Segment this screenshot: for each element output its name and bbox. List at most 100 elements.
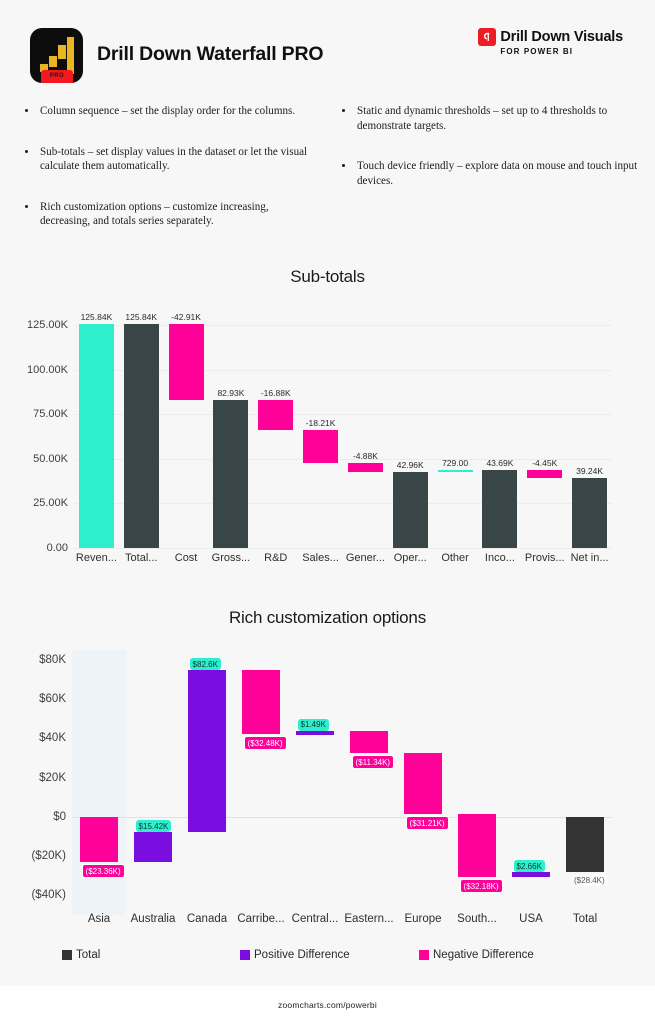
x-axis-category-label[interactable]: Reven... <box>75 552 117 564</box>
waterfall-bar[interactable] <box>349 731 389 754</box>
x-axis-category-label[interactable]: Asia <box>87 913 111 925</box>
brand-subtitle: FOR POWER BI <box>500 47 574 56</box>
y-axis-tick-label: 100.00K <box>27 363 68 376</box>
waterfall-bar[interactable] <box>123 324 159 548</box>
x-axis-category-label[interactable]: Other <box>441 552 469 564</box>
waterfall-bar[interactable] <box>78 324 114 548</box>
x-axis-category-label[interactable]: Net in... <box>570 552 609 564</box>
x-axis-category-label[interactable]: Inco... <box>484 552 515 564</box>
drill-down-visuals-logo-icon <box>478 28 497 46</box>
legend-swatch-total <box>62 950 72 960</box>
x-axis-category-label[interactable]: USA <box>519 913 543 925</box>
legend-label: Total <box>76 949 101 961</box>
x-axis-category-label[interactable]: Central... <box>291 913 339 925</box>
waterfall-bar[interactable] <box>437 469 473 472</box>
feature-text: Rich customization options – customize i… <box>40 200 269 228</box>
waterfall-bar[interactable] <box>241 670 281 735</box>
bar-value-label: $82.6K <box>189 658 221 671</box>
x-axis-category-label[interactable]: Total... <box>125 552 158 564</box>
x-axis-category-label[interactable]: Eastern... <box>344 913 394 925</box>
bar-value-label: 125.84K <box>80 312 113 322</box>
x-axis-category-label[interactable]: Canada <box>186 913 228 925</box>
feature-text: Touch device friendly – explore data on … <box>357 160 638 187</box>
waterfall-bar[interactable] <box>303 430 339 463</box>
bar-value-label: ($32.48K) <box>243 736 287 751</box>
bullet-dot-icon <box>25 109 28 112</box>
waterfall-bar[interactable] <box>565 816 605 873</box>
list-item: Static and dynamic thresholds – set up t… <box>339 104 646 133</box>
waterfall-bar[interactable] <box>168 324 204 401</box>
feature-column-right: Static and dynamic thresholds – set up t… <box>327 104 654 255</box>
bar-value-label: ($11.34K) <box>351 755 395 770</box>
y-axis-tick-label: $20K <box>39 771 66 784</box>
gridline <box>74 325 612 327</box>
zero-axis-line <box>72 816 612 818</box>
x-axis-category-label[interactable]: Europe <box>404 913 442 925</box>
bar-value-label: -4.45K <box>532 458 558 469</box>
x-axis-category-label[interactable]: Carribe... <box>237 913 285 925</box>
bar-value-label: -16.88K <box>260 388 291 399</box>
waterfall-pro-app-icon: PRO <box>30 28 83 83</box>
waterfall-bar[interactable] <box>527 470 563 479</box>
y-axis-tick-label: $60K <box>39 693 66 706</box>
x-axis-category-label[interactable]: R&D <box>264 552 288 564</box>
pro-badge-label: PRO <box>41 70 73 83</box>
gridline <box>74 503 612 505</box>
bar-value-label: 729.00 <box>442 457 469 468</box>
waterfall-chart-rich-customization[interactable]: ($40K) ($20K) $0 $20K $40K $60K $80K ($23.36K) $… <box>31 650 612 925</box>
y-axis-tick-label: 50.00K <box>33 452 68 465</box>
chart-legend: Total Positive Difference Negative Diffe… <box>0 946 655 970</box>
bar-value-label: ($32.18K) <box>459 879 503 894</box>
bullet-dot-icon <box>25 204 28 208</box>
x-axis-category-label[interactable]: Cost <box>174 552 198 564</box>
waterfall-bar[interactable] <box>213 400 249 548</box>
waterfall-bar[interactable] <box>403 753 443 815</box>
feature-text: Static and dynamic thresholds – set up t… <box>357 105 608 132</box>
x-axis-category-label[interactable]: South... <box>457 913 497 925</box>
feature-text: Column sequence – set the display order … <box>40 105 296 117</box>
x-axis-category-label[interactable]: Gross... <box>211 552 251 564</box>
x-axis-category-label[interactable]: Oper... <box>393 552 427 564</box>
legend-label: Positive Difference <box>254 949 350 961</box>
bar-value-label: ($23.36K) <box>81 864 125 879</box>
list-item: Sub-totals – set display values in the d… <box>22 145 319 174</box>
legend-item-negative-difference[interactable]: Negative Difference <box>419 949 534 961</box>
bar-value-label: ($28.4K) <box>571 874 608 887</box>
x-axis-category-label[interactable]: Sales... <box>302 552 339 564</box>
bar-value-label: ($31.21K) <box>405 816 449 831</box>
legend-swatch-negative <box>419 950 429 960</box>
legend-item-positive-difference[interactable]: Positive Difference <box>240 949 350 961</box>
waterfall-chart-subtotals[interactable]: 0.00 25.00K 50.00K 75.00K 100.00K 125.00K 125.… <box>27 312 612 564</box>
waterfall-bar[interactable] <box>347 462 383 472</box>
bar-value-label: 125.84K <box>125 312 158 322</box>
waterfall-bar[interactable] <box>572 478 608 548</box>
y-axis-tick-label: $80K <box>39 654 66 666</box>
waterfall-bar[interactable] <box>511 872 551 878</box>
x-axis-category-label[interactable]: Australia <box>130 913 176 925</box>
waterfall-bar[interactable] <box>133 832 173 863</box>
waterfall-bar[interactable] <box>79 816 119 863</box>
bar-value-label: $2.66K <box>513 860 545 873</box>
waterfall-bar[interactable] <box>482 470 518 548</box>
list-item: Touch device friendly – explore data on … <box>339 159 646 188</box>
x-axis-category-label[interactable]: Provis... <box>524 552 565 564</box>
waterfall-bar[interactable] <box>392 471 428 548</box>
waterfall-bar[interactable] <box>457 814 497 878</box>
bar-value-label: 82.93K <box>217 388 245 399</box>
waterfall-bar[interactable] <box>258 400 294 431</box>
header: PRO Drill Down Waterfall PRO Drill Down … <box>0 0 655 96</box>
waterfall-bar[interactable] <box>295 730 335 735</box>
bar-value-label: -42.91K <box>171 312 201 322</box>
legend-swatch-positive <box>240 950 250 960</box>
bar-value-label: $1.49K <box>297 718 329 731</box>
waterfall-bar[interactable] <box>187 670 227 833</box>
footer-url[interactable]: zoomcharts.com/powerbi <box>278 1000 377 1010</box>
bar-value-label: 39.24K <box>576 466 604 477</box>
x-axis-category-label[interactable]: Gener... <box>345 552 385 564</box>
y-axis-tick-label: $40K <box>39 732 66 745</box>
x-axis-category-label[interactable]: Total <box>572 913 598 925</box>
legend-item-total[interactable]: Total <box>62 949 100 961</box>
feature-column-left: Column sequence – set the display order … <box>0 104 327 255</box>
list-item: Column sequence – set the display order … <box>22 104 319 119</box>
